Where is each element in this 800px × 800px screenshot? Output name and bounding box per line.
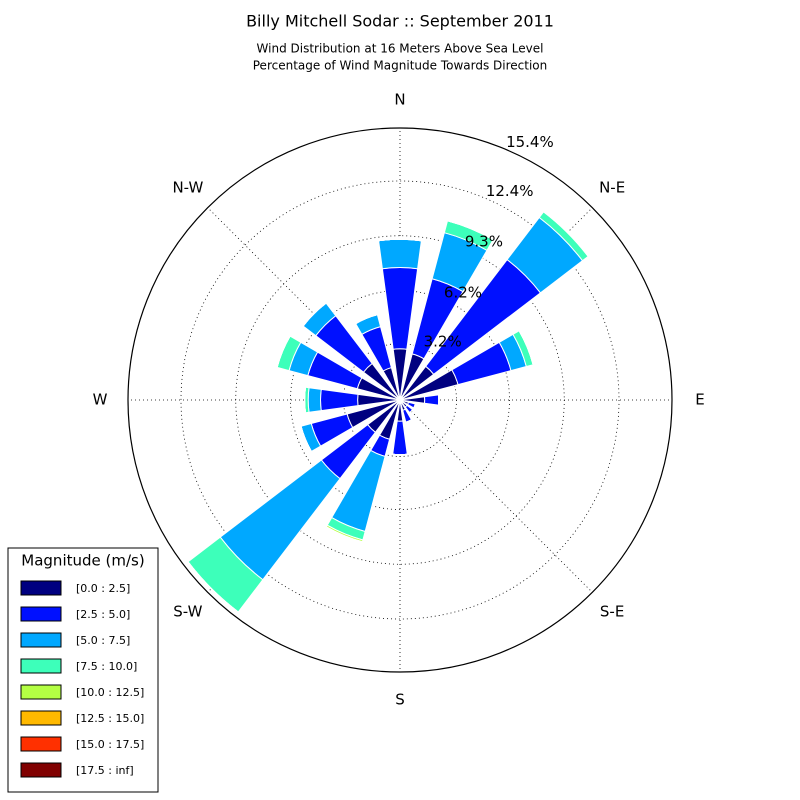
chart-title: Billy Mitchell Sodar :: September 2011 [246,12,554,31]
direction-label: S-E [600,603,624,621]
wind-bar-segment [392,420,408,456]
grid-ring [343,343,457,457]
legend-swatch [20,606,62,622]
grid-ring [290,290,510,510]
legend-label: [5.0 : 7.5] [76,634,130,647]
wind-bar-segment [413,403,416,409]
direction-label: N [394,91,405,109]
legend-label: [15.0 : 17.5] [76,738,144,751]
chart-subtitle: Wind Distribution at 16 Meters Above Sea… [257,42,544,56]
legend-swatch [20,736,62,752]
legend-swatch [20,580,62,596]
legend-swatch [20,632,62,648]
angular-grid-line [399,399,593,593]
legend-swatch [20,684,62,700]
legend-label: [0.0 : 2.5] [76,582,130,595]
direction-label: N-W [172,178,203,196]
wind-bar-segment [320,388,359,412]
wind-bar-segment [307,387,322,413]
radial-tick-label: 15.4% [506,133,554,151]
wind-bar-segment [378,238,422,270]
legend-label: [7.5 : 10.0] [76,660,137,673]
wind-bar-segment [378,238,422,242]
grid-ring [180,180,620,620]
wind-bar-segment [381,267,419,350]
legend-label: [10.0 : 12.5] [76,686,144,699]
direction-label: W [93,391,108,409]
wind-bar-segment [300,426,312,452]
direction-label: N-E [599,178,625,196]
legend-label: [17.5 : inf] [76,764,134,777]
legend: Magnitude (m/s) [0.0 : 2.5] [2.5 : 5.0] [5.… [7,547,159,793]
outer-ring [127,127,673,673]
legend-label: [12.5 : 15.0] [76,712,144,725]
chart-subtitle: Percentage of Wind Magnitude Towards Dir… [253,59,547,73]
direction-label: S [395,691,405,709]
grid-ring [235,235,565,565]
direction-label: S-W [173,603,202,621]
radial-tick-label: 3.2% [424,332,462,350]
radial-tick-label: 6.2% [444,283,482,301]
direction-label: E [695,391,704,409]
legend-swatch [20,762,62,778]
wind-bar-segment [423,394,440,406]
wind-bar-segment [325,527,363,544]
legend-swatch [20,658,62,674]
wind-bar-segment [447,220,494,241]
wind-bar-segment [405,419,412,423]
legend-swatch [20,710,62,726]
radial-tick-label: 12.4% [486,182,534,200]
radial-tick-label: 9.3% [465,233,503,251]
legend-title: Magnitude (m/s) [21,552,144,570]
legend-label: [2.5 : 5.0] [76,608,130,621]
angular-grid-line [207,207,401,401]
